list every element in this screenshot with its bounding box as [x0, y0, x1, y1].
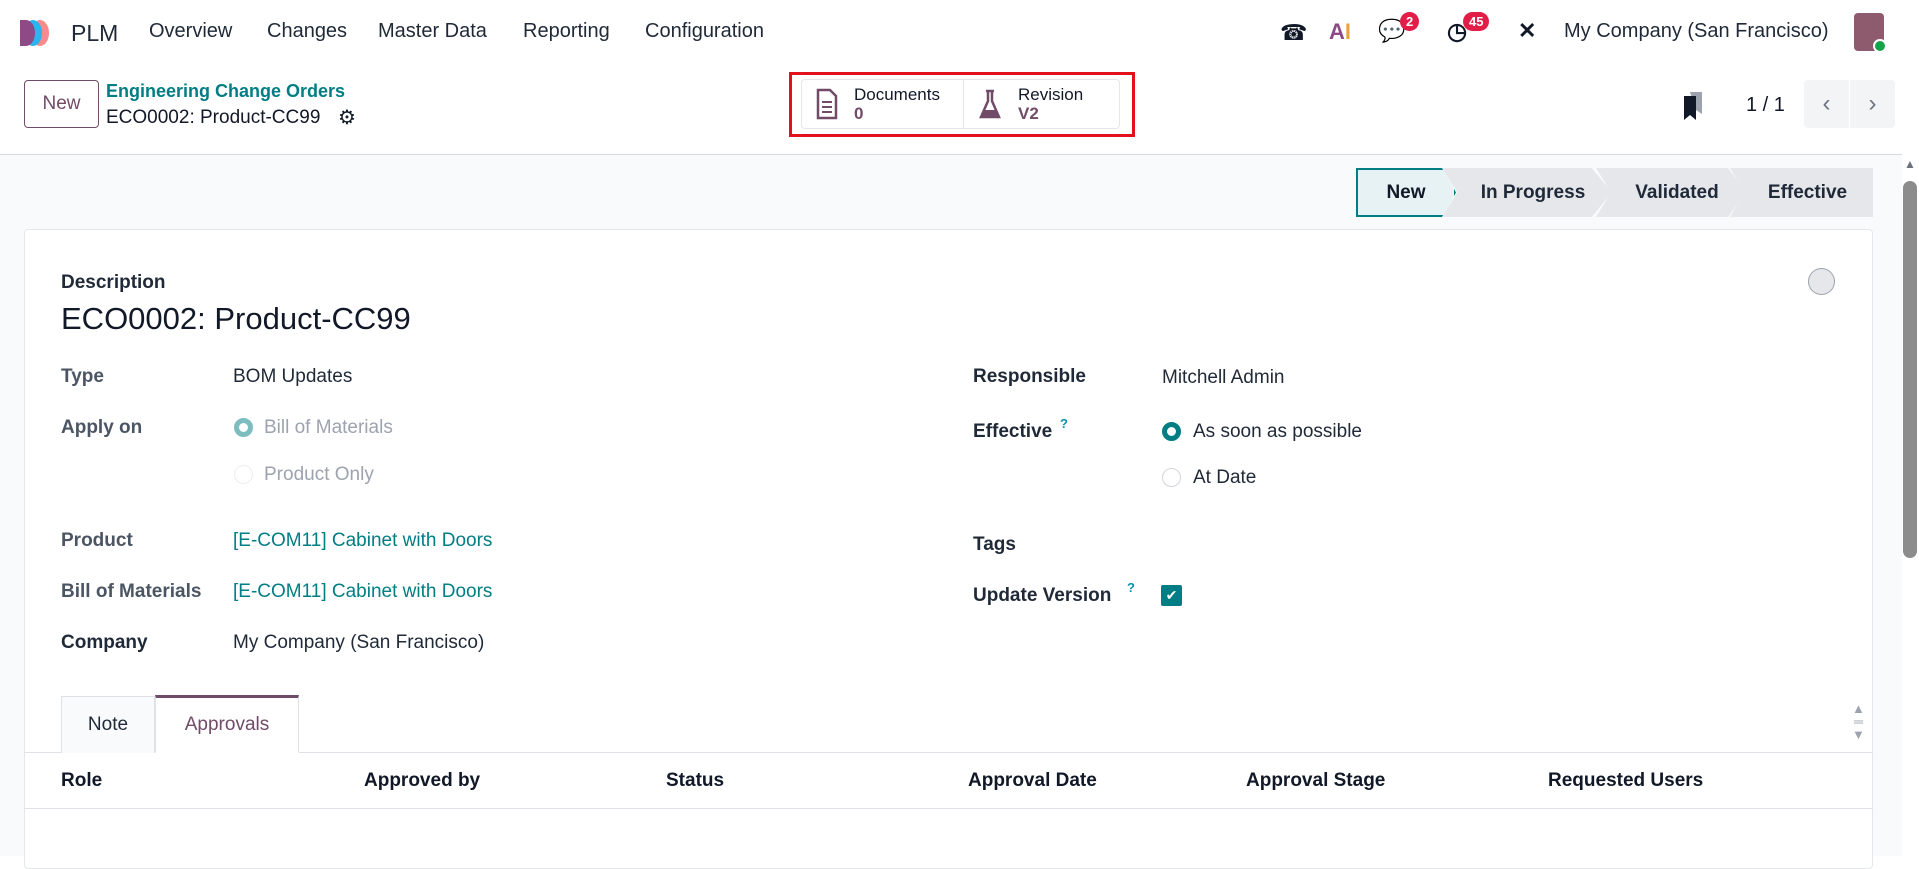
stage-in-progress[interactable]: In Progress [1442, 168, 1612, 217]
apply-on-bom-label: Bill of Materials [264, 417, 393, 438]
clock-icon[interactable]: ◷ [1447, 18, 1468, 44]
gear-icon[interactable]: ⚙ [338, 107, 356, 129]
bom-label: Bill of Materials [61, 581, 202, 602]
scrollbar-thumb[interactable] [1903, 181, 1917, 558]
record-title: ECO0002: Product-CC99 [106, 107, 321, 128]
column-header-approval-date[interactable]: Approval Date [968, 770, 1097, 791]
phone-icon[interactable]: ☎ [1280, 20, 1308, 45]
documents-smart-button[interactable]: Documents 0 [801, 79, 964, 129]
plm-logo-icon [20, 20, 49, 46]
company-field[interactable]: My Company (San Francisco) [233, 632, 485, 653]
apply-on-bom-radio[interactable] [234, 418, 253, 437]
pager-value[interactable]: 1 / 1 [1746, 94, 1785, 116]
tabs-divider [24, 752, 1873, 753]
responsible-label: Responsible [973, 366, 1086, 387]
app-name[interactable]: PLM [71, 20, 119, 46]
update-version-label: Update Version [973, 585, 1112, 606]
stage-effective[interactable]: Effective [1730, 168, 1873, 217]
menu-changes[interactable]: Changes [267, 20, 348, 42]
company-switcher[interactable]: My Company (San Francisco) [1564, 20, 1829, 42]
apply-on-label: Apply on [61, 417, 143, 438]
tags-label: Tags [973, 534, 1016, 555]
app-logo[interactable] [20, 20, 60, 46]
product-link[interactable]: [E-COM11] Cabinet with Doors [233, 530, 493, 551]
column-header-requested-users[interactable]: Requested Users [1548, 770, 1704, 791]
form-sheet [24, 229, 1873, 869]
effective-asap-radio[interactable] [1162, 422, 1181, 441]
pager-next-button[interactable]: › [1850, 80, 1895, 128]
document-icon [816, 88, 838, 120]
apply-on-product-label: Product Only [264, 464, 374, 485]
revision-smart-button[interactable]: Revision V2 [963, 79, 1120, 129]
menu-master-data[interactable]: Master Data [378, 20, 487, 42]
responsible-field[interactable]: Mitchell Admin [1162, 367, 1285, 388]
product-label: Product [61, 530, 133, 551]
column-header-role[interactable]: Role [61, 770, 103, 791]
table-header-divider [24, 808, 1873, 809]
bom-link[interactable]: [E-COM11] Cabinet with Doors [233, 581, 493, 602]
eco-title-field[interactable]: ECO0002: Product-CC99 [61, 301, 411, 336]
effective-label: Effective [973, 421, 1053, 442]
stage-new[interactable]: New [1356, 168, 1456, 217]
resize-handle-icon[interactable]: ▲ ═ ▼ [1852, 701, 1865, 742]
type-label: Type [61, 366, 104, 387]
tools-icon[interactable]: ✕ [1518, 18, 1537, 43]
column-header-status[interactable]: Status [666, 770, 725, 791]
apply-on-product-radio[interactable] [234, 465, 253, 484]
flask-icon [979, 89, 1001, 119]
effective-at-date-label: At Date [1193, 467, 1257, 488]
menu-configuration[interactable]: Configuration [645, 20, 764, 42]
update-version-checkbox[interactable]: ✔ [1161, 585, 1182, 606]
stage-validated[interactable]: Validated [1596, 168, 1746, 217]
documents-label: Documents [854, 85, 940, 104]
menu-overview[interactable]: Overview [149, 20, 233, 42]
ai-icon[interactable]: AI [1329, 19, 1352, 44]
company-label: Company [61, 632, 148, 653]
revision-value: V2 [1018, 104, 1039, 123]
highlight-box [789, 72, 1135, 137]
user-avatar[interactable] [1854, 13, 1887, 53]
pager-previous-button[interactable]: ‹ [1804, 80, 1849, 128]
messages-badge: 2 [1400, 12, 1420, 31]
effective-at-date-radio[interactable] [1162, 468, 1181, 487]
column-header-approved-by[interactable]: Approved by [364, 770, 481, 791]
online-status-icon [1873, 39, 1887, 53]
description-label: Description [61, 272, 166, 293]
new-button[interactable]: New [24, 80, 99, 128]
menu-reporting[interactable]: Reporting [523, 20, 610, 42]
tab-note[interactable]: Note [61, 696, 155, 753]
scroll-up-icon[interactable]: ▲ [1904, 157, 1916, 171]
revision-label: Revision [1018, 85, 1084, 104]
effective-asap-label: As soon as possible [1193, 421, 1362, 442]
effective-help-icon[interactable]: ? [1060, 416, 1068, 431]
priority-status-circle[interactable] [1808, 268, 1835, 295]
update-version-help-icon[interactable]: ? [1127, 580, 1135, 595]
breadcrumb-eco[interactable]: Engineering Change Orders [106, 81, 346, 101]
activities-badge: 45 [1463, 12, 1490, 31]
column-header-approval-stage[interactable]: Approval Stage [1246, 770, 1386, 791]
documents-count: 0 [854, 104, 864, 123]
tab-approvals[interactable]: Approvals [155, 695, 299, 753]
type-field[interactable]: BOM Updates [233, 366, 353, 387]
bookmark-icon[interactable] [1684, 92, 1704, 120]
